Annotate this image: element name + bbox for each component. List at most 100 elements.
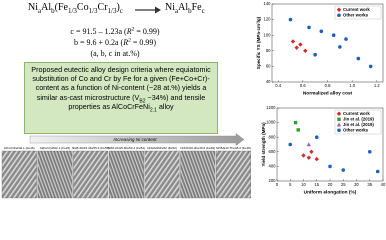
text-part: c: [201, 7, 205, 15]
x-tick-label: 0.8: [325, 83, 331, 88]
point: [368, 64, 373, 69]
point: [288, 17, 293, 22]
text-part: a: [175, 7, 179, 15]
point: [290, 39, 296, 44]
point: [309, 149, 314, 154]
legend-marker: [336, 7, 342, 12]
x-tick-label: 0.6: [300, 83, 306, 88]
x-tick-label: 15: [314, 182, 319, 187]
micrograph-label: Ni32Al16Fe52 (Fe52): [147, 146, 177, 150]
text-part: (Fe: [54, 2, 68, 13]
x-tick-label: 1.2: [374, 83, 380, 88]
text-part: Cr: [97, 2, 108, 13]
x-axis-label: Normalized alloy cost: [303, 90, 353, 96]
text-part: R: [126, 27, 132, 36]
point: [294, 45, 299, 50]
text-part: = 0.99): [134, 27, 160, 36]
text-part: Ni: [165, 2, 175, 13]
point: [375, 169, 380, 174]
text-part: 2: [131, 26, 135, 33]
micrograph: [144, 150, 180, 199]
legend-marker: [337, 128, 341, 133]
text-part: 1/3: [88, 7, 98, 15]
arrow-label: Increasing Ni content: [113, 137, 157, 142]
point: [314, 135, 319, 139]
ni-arrow: [29, 133, 245, 146]
x-tick-label: 5: [289, 182, 292, 187]
micrograph-label: Ni35Al16.7Fe48.3 (Fe48): [216, 146, 251, 150]
y-tick-label: 60: [266, 64, 271, 69]
micrograph-label: Ni34Al16.4Fe49.6 (Fe49): [180, 146, 215, 150]
y-tick-label: 1000: [266, 120, 276, 125]
text-part: b: [51, 7, 55, 15]
legend-label: Current work: [343, 111, 370, 116]
point: [306, 142, 311, 147]
y-tick-label: 120: [264, 17, 272, 22]
text-part: 2: [128, 37, 131, 44]
point: [307, 25, 311, 30]
point: [314, 156, 319, 162]
x-tick-label: 20: [328, 182, 333, 187]
legend-box: [334, 5, 382, 20]
x-tick-label: 10: [301, 182, 306, 187]
micrograph-label: Ni30.2Al15.6Fe54.2 (Fe54): [108, 146, 145, 150]
legend-marker: [336, 122, 342, 127]
text-part: Al: [41, 2, 52, 13]
y-tick-label: 400: [269, 164, 277, 169]
y-tick-label: 1200: [266, 105, 276, 110]
figure-canvas: Increasing Ni content AlCoCrFeNi2.1 (Fe16…: [1, 1, 386, 199]
text-part: b = 9.6 + 0.2a (: [73, 38, 124, 47]
micrograph: [37, 150, 73, 199]
micrograph-label: Al(FeCr)2Ni2.1 (Fe23): [40, 146, 71, 150]
micrograph: [216, 150, 251, 199]
legend-label: Current work: [343, 7, 370, 12]
point: [319, 29, 324, 34]
point: [344, 37, 348, 41]
y-axis-label: Specific YS (MPa·cm³/g): [256, 16, 261, 69]
formula-to: NiaAlbFec: [165, 2, 205, 15]
micrograph-label: Ni28.3Al16.4Fe55.3 (Fe55): [72, 146, 109, 150]
legend-marker: [337, 13, 341, 18]
text-part: 1/3: [107, 7, 117, 15]
equation: b = 9.6 + 0.2a (R2 = 0.99): [40, 38, 190, 47]
text-part: Proposed eutectic alloy design criteria …: [31, 65, 211, 102]
text-part: = 0.99): [130, 38, 157, 47]
text-part: ~34%) and tensile properties as AlCoCrFe…: [68, 92, 206, 111]
micrograph: [108, 150, 144, 199]
text-part: Fe: [191, 2, 202, 13]
point: [288, 142, 293, 147]
legend-marker: [336, 111, 342, 116]
legend-label: Other works: [343, 127, 369, 132]
point: [298, 42, 303, 47]
point: [306, 155, 311, 160]
equation: c = 91.5 – 1.23a (R2 = 0.99): [40, 27, 190, 36]
y-axis-label: Yield strength (MPa): [261, 122, 266, 167]
text-part: a: [38, 7, 42, 15]
y-tick-label: 80: [266, 48, 271, 53]
text-part: Ni: [28, 2, 38, 13]
y-tick-label: 40: [266, 79, 271, 84]
formula-arrow: [135, 6, 161, 14]
x-tick-label: 25: [341, 182, 346, 187]
design-box: Proposed eutectic alloy design criteria …: [24, 62, 218, 134]
text-part: Co: [76, 2, 89, 13]
text-part: Al: [178, 2, 189, 13]
point: [303, 48, 308, 53]
x-tick-label: 30: [354, 182, 359, 187]
x-tick-label: 0.4: [275, 83, 281, 88]
micrograph: [180, 150, 216, 199]
y-tick-label: 140: [264, 1, 272, 6]
legend-label: Jin et al. (2019): [343, 116, 374, 121]
x-tick-label: 35: [367, 182, 372, 187]
micrograph-label: AlCoCrFeNi2.1 (Fe16): [4, 146, 35, 150]
legend-box: [334, 109, 382, 135]
point: [331, 33, 336, 37]
legend-marker: [337, 117, 341, 121]
point: [367, 150, 372, 154]
point: [356, 56, 361, 61]
legend-label: Jin et al. (2019): [343, 122, 374, 127]
text-part: alloy: [156, 101, 174, 111]
text-part: c = 91.5 – 1.23a (: [70, 27, 127, 36]
micrograph: [1, 150, 37, 199]
text-part: c: [119, 7, 123, 15]
